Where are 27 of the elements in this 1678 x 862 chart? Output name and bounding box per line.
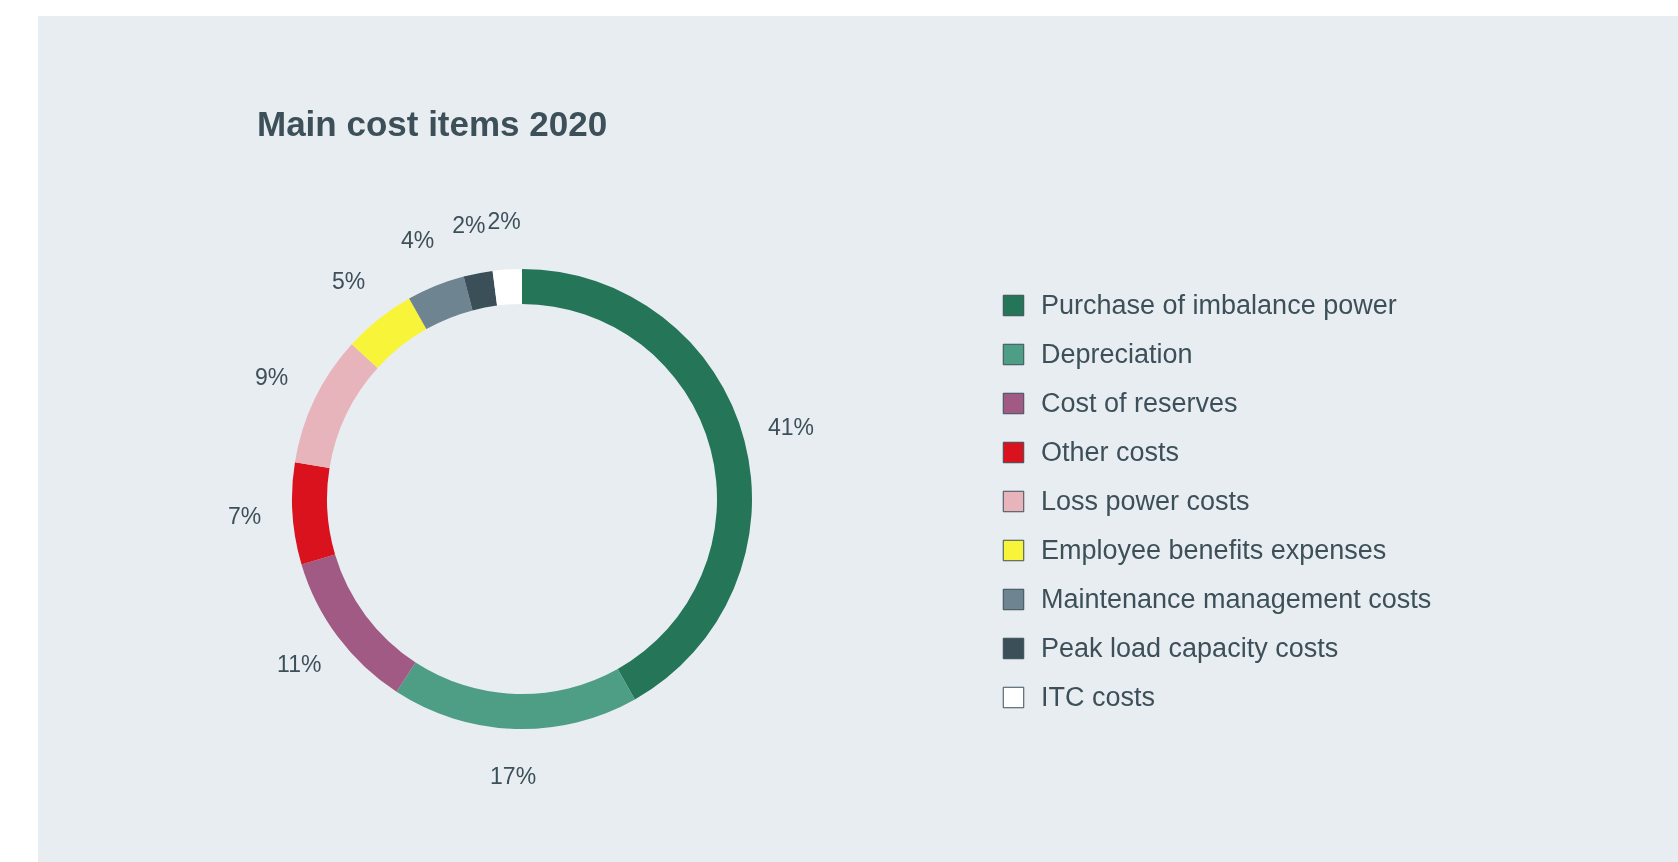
legend-label: Other costs <box>1041 436 1180 467</box>
data-label: 17% <box>490 762 537 789</box>
donut-slice <box>409 276 473 330</box>
donut-slice <box>463 270 498 311</box>
donut-slice <box>292 462 336 565</box>
legend-label: Maintenance management costs <box>1041 583 1432 614</box>
legend-label: Employee benefits expenses <box>1041 534 1387 565</box>
chart-title: Main cost items 2020 <box>257 104 608 143</box>
legend-label: Cost of reserves <box>1041 387 1238 418</box>
legend-label: ITC costs <box>1041 681 1156 712</box>
data-label: 5% <box>332 267 366 294</box>
legend-label: Loss power costs <box>1041 485 1250 516</box>
data-label: 7% <box>227 502 262 529</box>
legend-label: Purchase of imbalance power <box>1041 289 1397 320</box>
data-label: 9% <box>254 364 289 391</box>
donut-slice <box>492 269 522 306</box>
donut-slice <box>294 344 378 468</box>
data-label: 11% <box>277 651 322 678</box>
data-label: 4% <box>401 227 435 254</box>
donut-slice <box>351 298 427 368</box>
legend-label: Depreciation <box>1041 338 1193 369</box>
data-label: 41% <box>767 414 814 441</box>
donut-slice <box>522 269 752 700</box>
legend-label: Peak load capacity costs <box>1041 632 1339 663</box>
donut-slice <box>396 662 635 729</box>
data-label: 2% <box>452 212 486 239</box>
data-label: 2% <box>487 207 521 234</box>
